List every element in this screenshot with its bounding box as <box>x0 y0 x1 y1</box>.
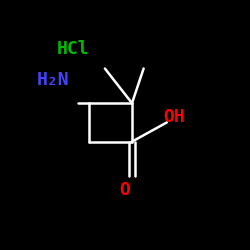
Text: O: O <box>119 181 130 199</box>
Text: H₂N: H₂N <box>37 71 70 89</box>
Text: OH: OH <box>163 108 185 126</box>
Text: HCl: HCl <box>56 40 89 58</box>
